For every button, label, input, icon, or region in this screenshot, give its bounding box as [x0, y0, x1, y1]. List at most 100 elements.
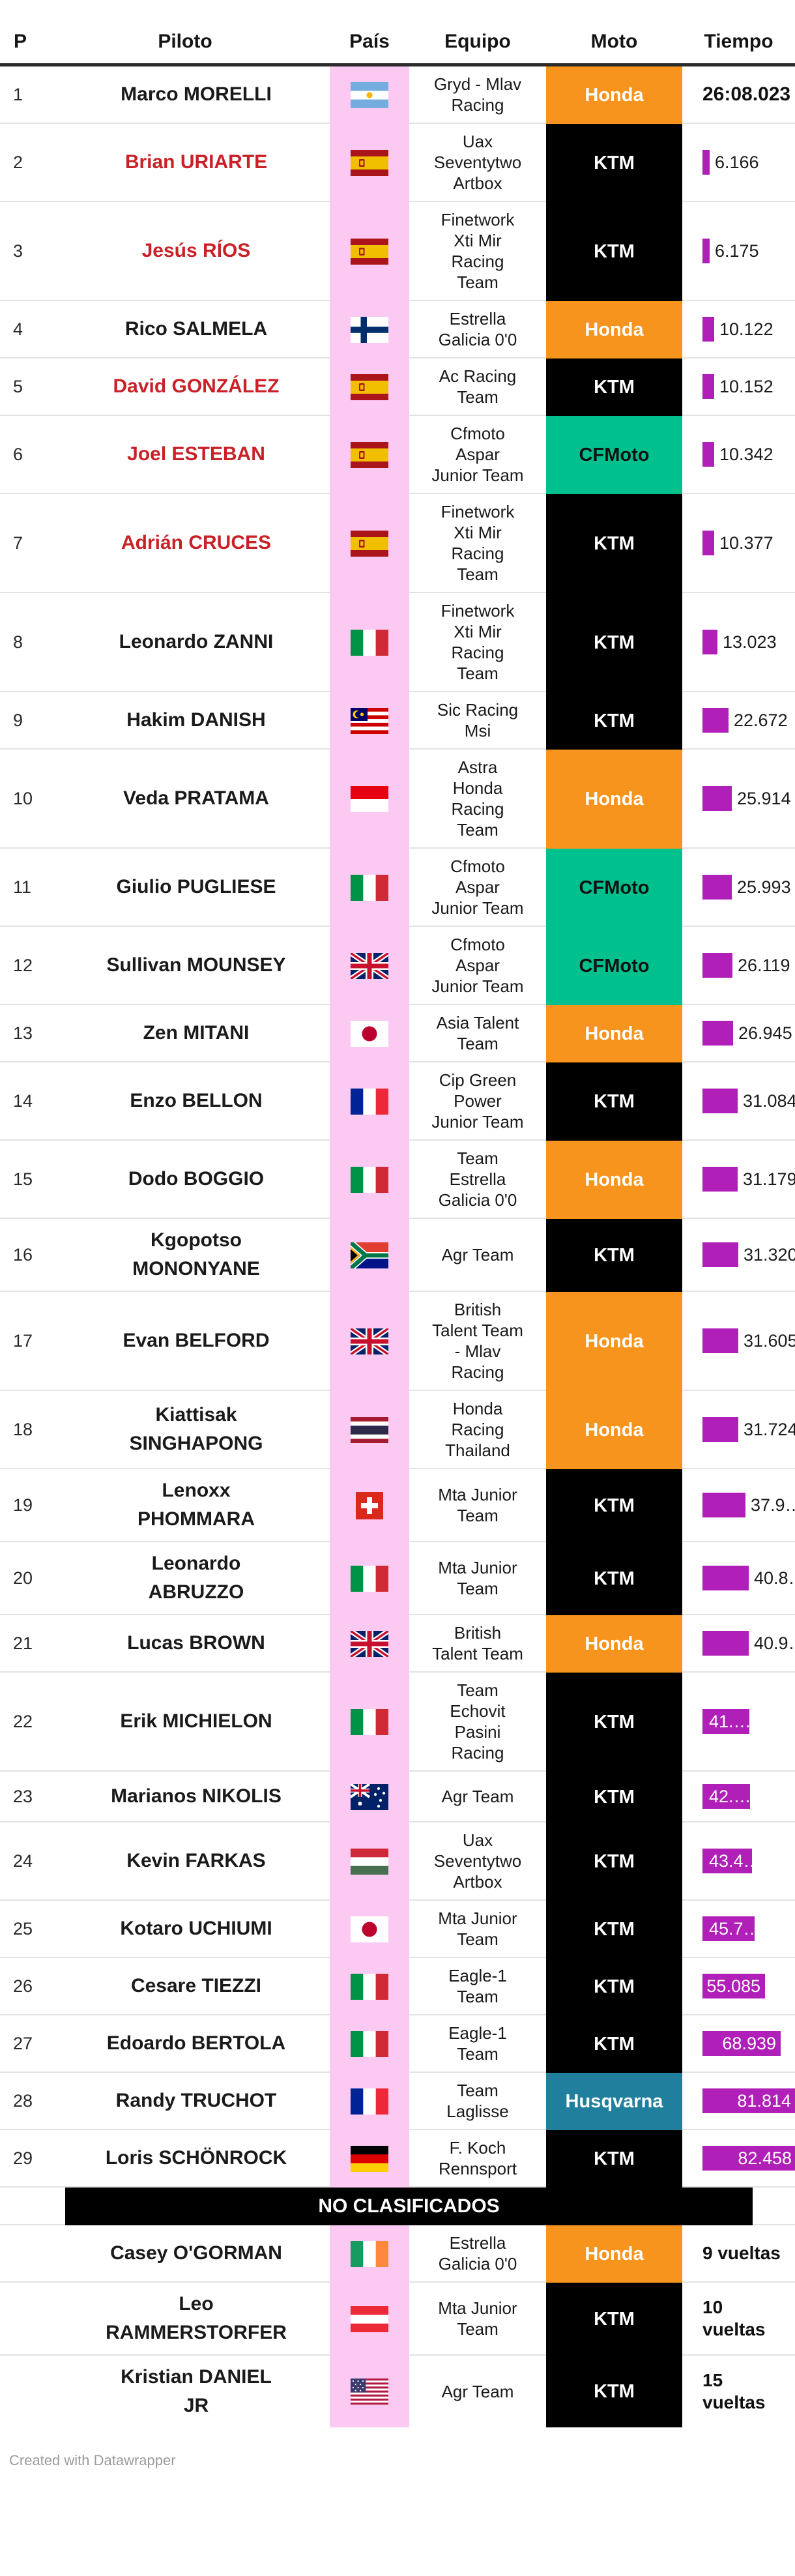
unclassified-banner-row: NO CLASIFICADOS: [0, 2188, 795, 2225]
country-flag-cell: [330, 2356, 409, 2427]
flag-indonesia-icon: [351, 786, 388, 812]
position-cell: 3: [0, 202, 40, 301]
flag-thailand-icon: [351, 1417, 388, 1443]
results-table: P Piloto País Equipo Moto Tiempo 1 Marco …: [0, 31, 795, 2427]
team-name: Estrella Galicia 0'0: [409, 301, 546, 359]
team-name: British Talent Team: [409, 1615, 546, 1673]
moto-brand-badge: CFMoto: [546, 927, 682, 1005]
moto-brand-badge: CFMoto: [546, 416, 682, 494]
gap-bar: [702, 1242, 738, 1267]
country-flag-cell: [330, 927, 409, 1005]
gap-time-label: 81.814: [737, 2090, 791, 2111]
gap-bar: [702, 708, 729, 733]
gap-bar: 42.…: [702, 1784, 751, 1809]
rider-name: David GONZÁLEZ: [40, 359, 330, 416]
rider-name: Brian URIARTE: [40, 124, 330, 202]
position-cell: 9: [0, 692, 40, 750]
rider-name: Adrián CRUCES: [40, 494, 330, 593]
table-row: 28 Randy TRUCHOT Team Laglisse Husqvarna 81.…: [0, 2073, 795, 2130]
table-row: 4 Rico SALMELA Estrella Galicia 0'0 Honda 10…: [0, 301, 795, 359]
classified-rows: 1 Marco MORELLI Gryd - Mlav Racing Honda 26:…: [0, 66, 795, 2188]
team-name: Gryd - Mlav Racing: [409, 66, 546, 124]
gap-bar: 55.085: [702, 1974, 765, 1998]
gap-bar: 82.458: [702, 2146, 795, 2171]
gap-bar: [702, 786, 732, 811]
gap-time-label: 6.175: [715, 241, 759, 261]
rider-name: Erik MICHIELON: [40, 1673, 330, 1772]
rider-name: Kevin FARKAS: [40, 1822, 330, 1901]
time-cell: 10.152: [682, 359, 795, 416]
flag-italy-icon: [351, 1974, 388, 2000]
table-row: 15 Dodo BOGGIO Team Estrella Galicia 0'0 Ho…: [0, 1141, 795, 1219]
team-name: Mta Junior Team: [409, 1901, 546, 1958]
team-name: Finetwork Xti Mir Racing Team: [409, 202, 546, 301]
moto-brand-badge: KTM: [546, 1542, 682, 1615]
time-cell: 31.320: [682, 1219, 795, 1292]
team-name: Asia Talent Team: [409, 1005, 546, 1062]
flag-united-kingdom-icon: [351, 953, 388, 979]
table-row: 26 Cesare TIEZZI Eagle-1 Team KTM 55.085: [0, 1958, 795, 2015]
rider-name: Marianos NIKOLIS: [40, 1772, 330, 1822]
flag-italy-icon: [351, 1709, 388, 1735]
table-row: 10 Veda PRATAMA Astra Honda Racing Team Hon…: [0, 750, 795, 849]
time-cell: 25.993: [682, 849, 795, 927]
gap-bar: [702, 374, 714, 399]
team-name: Estrella Galicia 0'0: [409, 2225, 546, 2283]
position-cell: 23: [0, 1772, 40, 1822]
moto-brand-badge: KTM: [546, 692, 682, 750]
time-cell: 10.342: [682, 416, 795, 494]
moto-brand-badge: Honda: [546, 301, 682, 359]
position-cell: 28: [0, 2073, 40, 2130]
rider-name: Casey O'GORMAN: [40, 2225, 330, 2283]
country-flag-cell: [330, 1901, 409, 1958]
time-cell: 26:08.023: [682, 66, 795, 124]
flag-argentina-icon: [351, 82, 388, 108]
time-cell: 10.377: [682, 494, 795, 593]
time-cell: 55.085: [682, 1958, 795, 2015]
country-flag-cell: [330, 1062, 409, 1141]
flag-ireland-icon: [351, 2241, 388, 2267]
team-name: Eagle-1 Team: [409, 2015, 546, 2073]
team-name: Team Echovit Pasini Racing: [409, 1673, 546, 1772]
winner-total-time: 26:08.023: [702, 83, 791, 105]
country-flag-cell: [330, 359, 409, 416]
team-name: Mta Junior Team: [409, 1542, 546, 1615]
position-cell: 13: [0, 1005, 40, 1062]
team-name: Sic Racing Msi: [409, 692, 546, 750]
gap-bar: [702, 1089, 738, 1113]
country-flag-cell: [330, 1542, 409, 1615]
country-flag-cell: [330, 1772, 409, 1822]
gap-bar: 45.7…: [702, 1916, 761, 1941]
position-cell: 19: [0, 1469, 40, 1542]
flag-germany-icon: [351, 2146, 388, 2172]
team-name: Honda Racing Thailand: [409, 1391, 546, 1469]
moto-brand-badge: KTM: [546, 494, 682, 593]
laps-completed-label: 15 vueltas: [702, 2370, 766, 2412]
time-cell: 37.9…: [682, 1469, 795, 1542]
table-row: 5 David GONZÁLEZ Ac Racing Team KTM 10.152: [0, 359, 795, 416]
position-cell: 15: [0, 1141, 40, 1219]
datawrapper-credit: Created with Datawrapper: [9, 2452, 176, 2468]
team-name: Agr Team: [441, 2382, 514, 2401]
gap-time-label: 68.939: [722, 2033, 776, 2053]
table-row: 7 Adrián CRUCES Finetwork Xti Mir Racing T…: [0, 494, 795, 593]
position-cell: 18: [0, 1391, 40, 1469]
rider-name: Randy TRUCHOT: [40, 2073, 330, 2130]
table-row: Casey O'GORMAN Estrella Galicia 0'0 Honda 9…: [0, 2225, 795, 2283]
position-cell: 24: [0, 1822, 40, 1901]
gap-bar: [702, 1417, 738, 1442]
laps-completed-label: 10 vueltas: [702, 2297, 766, 2339]
rider-name: Marco MORELLI: [40, 66, 330, 124]
team-name: Astra Honda Racing Team: [409, 750, 546, 849]
gap-time-label: 42.…: [709, 1786, 751, 1806]
flag-italy-icon: [351, 1167, 388, 1193]
team-name: Mta Junior Team: [409, 2283, 546, 2356]
rider-name: Kotaro UCHIUMI: [40, 1901, 330, 1958]
time-cell: 31.605: [682, 1292, 795, 1391]
position-cell: 12: [0, 927, 40, 1005]
gap-time-label: 25.993: [737, 877, 791, 897]
gap-time-label: 25.914: [737, 788, 791, 808]
column-header-rider: Piloto: [158, 31, 212, 52]
rider-name: Hakim DANISH: [40, 692, 330, 750]
table-row: 17 Evan BELFORD British Talent Team - Mlav…: [0, 1292, 795, 1391]
